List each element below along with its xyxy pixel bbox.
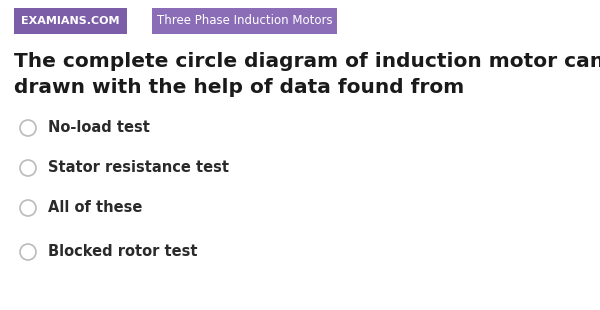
- Text: Stator resistance test: Stator resistance test: [48, 161, 229, 175]
- Circle shape: [20, 200, 36, 216]
- Text: No-load test: No-load test: [48, 121, 150, 135]
- Text: The complete circle diagram of induction motor can be: The complete circle diagram of induction…: [14, 52, 600, 71]
- Circle shape: [20, 120, 36, 136]
- Circle shape: [20, 244, 36, 260]
- Text: All of these: All of these: [48, 201, 142, 215]
- Circle shape: [20, 160, 36, 176]
- FancyBboxPatch shape: [152, 8, 337, 34]
- Text: Three Phase Induction Motors: Three Phase Induction Motors: [157, 15, 332, 28]
- Text: Blocked rotor test: Blocked rotor test: [48, 245, 197, 259]
- FancyBboxPatch shape: [14, 8, 127, 34]
- Text: EXAMIANS.COM: EXAMIANS.COM: [21, 16, 120, 26]
- Text: drawn with the help of data found from: drawn with the help of data found from: [14, 78, 464, 97]
